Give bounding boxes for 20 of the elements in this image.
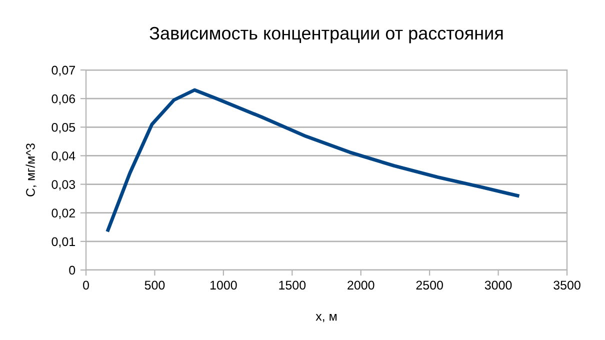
y-tick-label: 0: [69, 266, 76, 275]
y-tick-label: 0,01: [52, 237, 75, 248]
x-tick-label: 1000: [210, 280, 237, 290]
x-tick-label: 3500: [554, 280, 580, 290]
chart-title: Зависимость концентрации от расстояния: [150, 26, 503, 44]
x-tick-label: 2000: [348, 280, 374, 290]
line-series: [106, 88, 520, 232]
x-tick-label: 1500: [279, 280, 306, 290]
y-tick-label: 0,03: [52, 180, 76, 190]
x-tick-label: 0: [83, 280, 89, 290]
y-tick-label: 0,06: [52, 94, 76, 105]
x-tick-label: 3000: [484, 280, 512, 290]
y-tick-label: 0,07: [52, 66, 75, 76]
x-axis-title: x, м: [316, 314, 337, 322]
x-tick-label: 500: [144, 280, 165, 290]
x-tick-label: 2500: [416, 280, 443, 290]
y-tick-label: 0,04: [52, 152, 76, 162]
y-axis-title: C, мг/м^3: [26, 144, 36, 196]
y-tick-label: 0,05: [52, 122, 76, 134]
y-tick-label: 0,02: [52, 208, 75, 219]
